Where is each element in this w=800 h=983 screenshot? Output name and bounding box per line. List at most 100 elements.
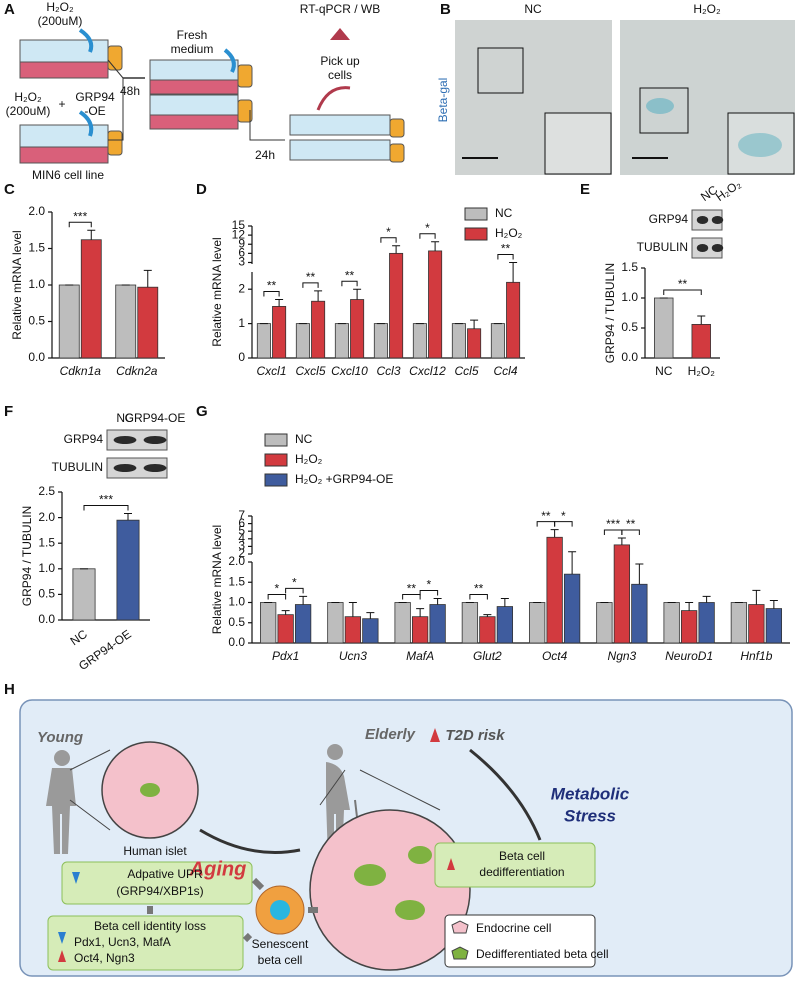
y-tick-label: 0.0 [228, 635, 245, 649]
islet-large [309, 809, 471, 971]
error-bar [124, 513, 132, 521]
sig-bracket [380, 237, 397, 243]
label: (200uM) [6, 104, 51, 118]
label: dedifferentiation [479, 865, 564, 879]
y-tick-label: 0.5 [28, 314, 45, 328]
dediff-cell [408, 846, 432, 864]
bar [506, 281, 521, 359]
y-tick-label: 4 [238, 531, 245, 545]
sig-bracket [341, 280, 358, 287]
panel-letter: A [4, 1, 15, 18]
panel-letter: F [4, 403, 13, 420]
sig-label: ** [474, 582, 484, 596]
dediff-cell [354, 864, 386, 886]
error-bar [416, 608, 425, 617]
blot-band [696, 244, 709, 252]
y-tick-label: 0.5 [38, 587, 55, 601]
error-bar [697, 315, 706, 325]
bar [389, 252, 404, 359]
bar [451, 323, 466, 359]
x-tick-label: NC [655, 364, 673, 378]
legend-swatch [451, 946, 469, 960]
x-tick-label: Ucn3 [339, 649, 367, 663]
y-tick-label: 6 [238, 516, 245, 530]
y-tick-label: 9 [238, 236, 245, 250]
dediff-cell [140, 783, 160, 797]
lane-label: GRP94-OE [125, 411, 186, 425]
blot-band [113, 436, 137, 444]
x-tick-label: Glut2 [473, 649, 502, 663]
upr-box [61, 861, 253, 905]
sig-label: ** [626, 517, 636, 531]
y-axis-label: Relative mRNA level [10, 230, 24, 339]
label: GRP94 [75, 90, 115, 104]
y-tick-label: 1.5 [621, 260, 638, 274]
bar [691, 323, 711, 359]
error-bar [617, 537, 626, 545]
error-bar [635, 563, 644, 585]
label: Endocrine cell [476, 921, 551, 935]
legend-label: H₂O₂ +GRP94-OE [295, 472, 393, 486]
label: Oct4, Ngn3 [74, 951, 135, 965]
bar [412, 323, 427, 359]
bar [295, 323, 310, 359]
sig-bracket [285, 587, 304, 594]
y-tick-label: 12 [232, 227, 246, 241]
bar [428, 250, 443, 359]
bar [479, 616, 496, 644]
bar [429, 604, 446, 644]
blot-band [143, 436, 167, 444]
label: medium [171, 42, 214, 56]
bar [334, 323, 349, 359]
x-tick-label: Oct4 [542, 649, 568, 663]
bar [730, 602, 748, 644]
x-tick-label: Ccl5 [454, 364, 478, 378]
error-bar [348, 602, 357, 617]
stain-label: Beta-gal [436, 78, 450, 123]
x-tick-label: MafA [406, 649, 434, 663]
label: H₂O₂ [14, 90, 42, 104]
label: Aging [189, 858, 247, 880]
error-bar [392, 245, 401, 254]
label: Pick up [320, 54, 360, 68]
y-tick-label: 1 [238, 316, 245, 330]
y-tick-label: 1.0 [28, 277, 45, 291]
bar [496, 606, 514, 644]
legend-label: H₂O₂ [495, 226, 523, 240]
x-tick-label: Ngn3 [608, 649, 637, 663]
sig-bracket [621, 529, 640, 536]
error-bar [702, 595, 711, 603]
inset-box [639, 87, 689, 134]
sig-bracket [402, 594, 421, 600]
blot-band [711, 244, 724, 252]
x-tick-label: NeuroD1 [665, 649, 713, 663]
sig-bracket [68, 221, 92, 228]
bar [528, 602, 546, 644]
x-tick-label: Hnf1b [740, 649, 772, 663]
y-tick-label: 2.0 [228, 554, 245, 568]
label: + [58, 97, 65, 111]
label: RT-qPCR / WB [300, 2, 380, 16]
sig-label: *** [73, 209, 87, 223]
bar [680, 610, 698, 644]
bar [765, 608, 783, 644]
sig-bracket [419, 589, 439, 596]
lane-label: H₂O₂ [713, 177, 744, 204]
x-tick-label: Cdkn2a [116, 364, 158, 378]
bar [294, 604, 312, 644]
legend-swatch [464, 207, 488, 221]
flask-diagram [19, 28, 405, 164]
error-bar [431, 241, 440, 251]
sig-bracket [267, 594, 287, 600]
y-axis-label: GRP94 / TUBULIN [603, 263, 617, 363]
y-tick-label: 1.0 [621, 290, 638, 304]
y-tick-label: 15 [232, 218, 246, 232]
sig-label: *** [99, 493, 113, 507]
x-tick-label: Ccl4 [493, 364, 517, 378]
y-tick-label: 1.0 [38, 561, 55, 575]
error-bar [299, 595, 308, 605]
label: Beta cell [499, 849, 545, 863]
arrow [469, 748, 542, 841]
y-tick-label: 2 [238, 546, 245, 560]
